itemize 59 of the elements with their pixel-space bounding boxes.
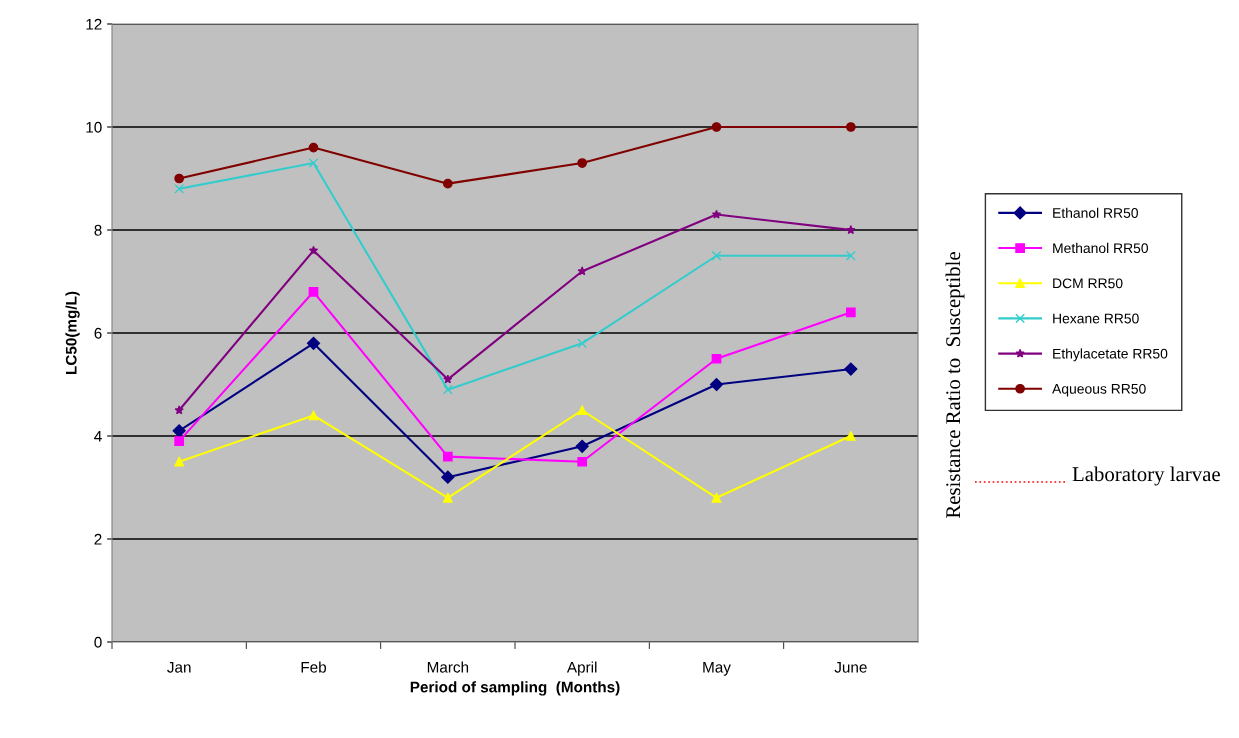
x-tick-label: Jan [167,662,191,673]
point [577,338,588,349]
point [308,142,319,153]
point [845,122,856,132]
y-tick-label: 6 [94,327,102,339]
point [443,374,453,384]
point [577,456,588,467]
y-tick-label: 0 [94,636,102,648]
legend-label: Ethanol RR50 [1053,207,1138,218]
point [575,439,589,453]
point [442,451,453,462]
point [442,492,453,503]
point [308,410,319,421]
legend-label: Hexane RR50 [1053,313,1139,324]
legend-label: DCM RR50 [1053,278,1123,289]
y-tick-label: 2 [94,533,102,545]
x-tick-label: June [834,662,867,673]
x-tick-label: April [566,661,597,676]
x-tick-label: March [427,661,469,673]
point [308,245,319,255]
point [306,336,321,350]
point [711,209,722,219]
point [174,456,185,467]
legend-label: Methanol RR50 [1053,242,1149,254]
y-tick-label: 4 [94,431,102,442]
point [844,362,858,376]
point [442,178,453,189]
y-tick-label: 10 [86,121,102,133]
point [845,307,856,318]
x-tick-label: Feb [301,661,327,673]
point [577,405,588,416]
text: Resistance Ratio to Susceptible [945,252,965,519]
point [174,183,185,194]
point [442,384,453,395]
point [174,436,185,447]
point [441,470,455,484]
point [711,250,722,261]
point [577,266,587,276]
point [845,250,856,261]
point [845,431,856,441]
y-tick-label: 8 [94,224,102,236]
y-axis-title: LC50(mg/L) [65,291,80,374]
point [846,225,856,235]
x-tick-label: May [703,662,731,676]
point [709,377,724,392]
point [711,122,722,132]
point [577,158,588,168]
point [172,424,186,438]
point [174,405,184,415]
y-tick-label: 12 [86,18,102,30]
legend-label: Aqueous RR50 [1052,383,1146,397]
point [308,286,319,297]
point [308,158,319,168]
point [711,492,722,503]
text: Laboratory larvae [1072,466,1220,486]
x-axis-title: Period of sampling (Months) [410,681,620,696]
point [711,353,722,364]
point [174,173,185,184]
legend-label: Ethylacetate RR50 [1053,348,1168,362]
